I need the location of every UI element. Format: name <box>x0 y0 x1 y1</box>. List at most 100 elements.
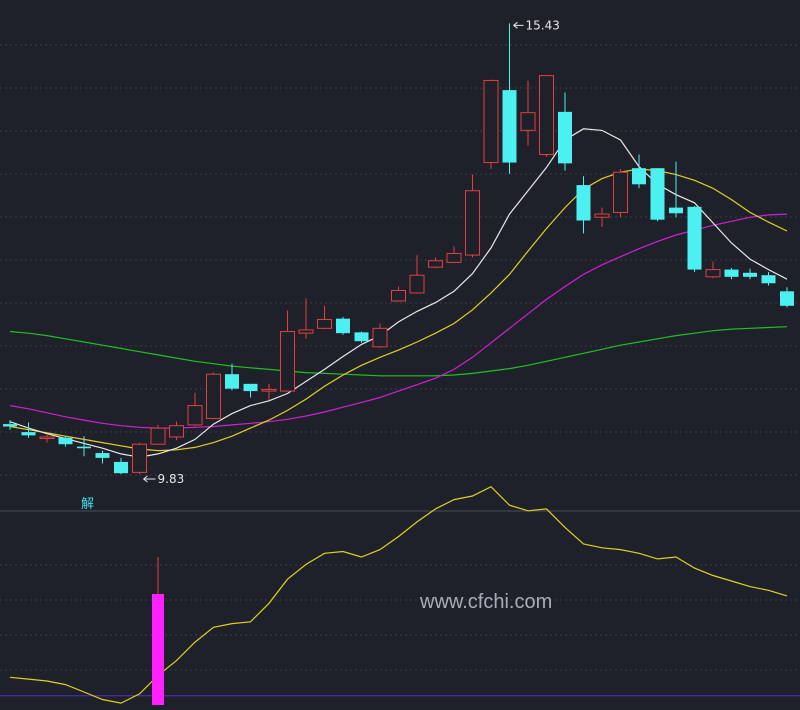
high-arrow <box>513 21 524 29</box>
candle-body <box>169 425 184 438</box>
candle <box>576 176 591 234</box>
high-price-label: 15.43 <box>526 18 560 32</box>
candle <box>298 298 314 339</box>
candle <box>409 255 425 294</box>
candle <box>336 317 350 335</box>
candle-body <box>409 274 425 294</box>
candle <box>780 287 794 308</box>
candle-body <box>558 111 572 164</box>
candle-body <box>95 453 110 458</box>
candle <box>317 305 332 330</box>
candle <box>187 392 203 427</box>
candle-body <box>669 207 683 214</box>
candle-body <box>261 388 277 392</box>
candle-body <box>705 269 721 278</box>
candle <box>132 442 147 474</box>
candle-body <box>465 190 480 256</box>
ma-long-line <box>9 326 788 377</box>
candlesticks <box>3 23 794 474</box>
candle <box>58 436 73 447</box>
ma-slow-line <box>9 213 788 429</box>
candle <box>594 207 610 227</box>
candle-body <box>613 171 628 213</box>
candle-body <box>77 446 91 449</box>
candle-body <box>780 291 794 306</box>
candle-body <box>594 213 610 218</box>
candle <box>280 310 295 392</box>
candle-body <box>576 185 591 221</box>
candle <box>114 457 128 474</box>
candle <box>206 372 221 420</box>
candle <box>21 422 36 438</box>
indicator-panel <box>0 485 800 705</box>
indicator-line <box>9 485 788 704</box>
candle-body <box>39 436 55 439</box>
candle-body <box>206 373 221 419</box>
candle-body <box>21 432 36 436</box>
candle <box>169 421 184 441</box>
candle <box>77 436 91 457</box>
candle <box>687 206 702 272</box>
candle-body <box>225 374 239 389</box>
candle-body <box>724 269 739 277</box>
candle-body <box>446 252 462 263</box>
candle-body <box>150 427 166 445</box>
candle <box>354 331 369 343</box>
candle-body <box>632 168 646 185</box>
candle <box>465 174 480 258</box>
candle <box>428 257 443 268</box>
candle-body <box>114 461 128 474</box>
candle-body <box>243 383 258 392</box>
candle-body <box>743 272 757 277</box>
candle-body <box>687 206 702 270</box>
candle <box>520 80 536 146</box>
candle <box>391 286 406 302</box>
candle <box>724 267 739 280</box>
candle-body <box>761 275 776 284</box>
price-gridlines <box>0 44 800 671</box>
candle-body <box>391 290 406 302</box>
candle <box>539 74 554 157</box>
candle <box>669 161 683 218</box>
indicator-bar <box>152 594 164 705</box>
candle <box>95 450 110 464</box>
price-annotations: 15.43 9.83 解 <box>81 18 560 512</box>
candle-body <box>502 90 517 163</box>
candle-body <box>317 318 332 329</box>
candle <box>446 246 462 264</box>
candle-body <box>3 424 17 427</box>
candle <box>502 23 517 174</box>
candle <box>761 271 776 286</box>
candle <box>743 268 757 280</box>
candle-body <box>650 168 665 220</box>
candle <box>261 383 277 400</box>
candle <box>613 168 628 218</box>
watermark: www.cfchi.com <box>419 591 552 613</box>
candle-body <box>280 331 295 392</box>
candle <box>650 168 665 222</box>
candle-body <box>132 443 147 473</box>
candle <box>39 433 55 443</box>
candle <box>150 424 166 446</box>
candle-body <box>483 79 499 164</box>
candle <box>558 92 572 171</box>
candle-body <box>336 318 350 334</box>
low-price-label: 9.83 <box>158 472 185 486</box>
candle <box>705 261 721 279</box>
candle-body <box>539 75 554 156</box>
candle-body <box>58 437 73 445</box>
candle-body <box>372 327 388 348</box>
candle-body <box>520 112 536 131</box>
candle <box>372 323 388 348</box>
candle-body <box>187 405 203 426</box>
candle-body <box>298 329 314 334</box>
candle-body <box>354 332 369 342</box>
candle <box>632 154 646 189</box>
candle <box>483 79 499 169</box>
candle <box>225 363 239 391</box>
candle <box>243 383 258 398</box>
candle-body <box>428 260 443 268</box>
low-arrow <box>143 475 156 483</box>
signal-marker: 解 <box>81 497 94 512</box>
